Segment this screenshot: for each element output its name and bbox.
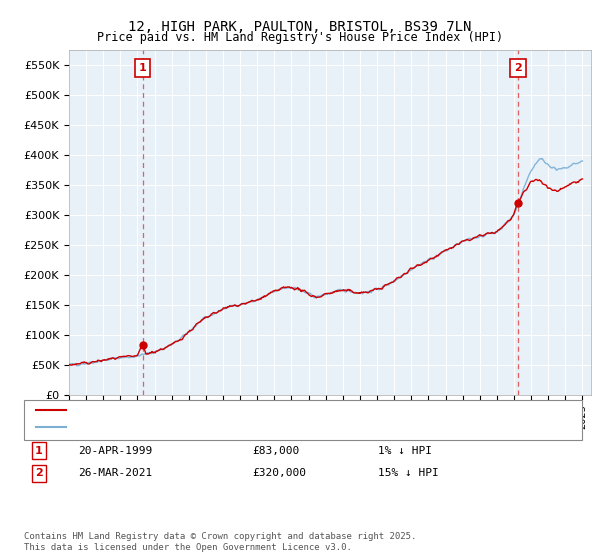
Text: 1% ↓ HPI: 1% ↓ HPI <box>378 446 432 456</box>
Text: 15% ↓ HPI: 15% ↓ HPI <box>378 468 439 478</box>
Text: 2: 2 <box>514 63 522 73</box>
Text: Price paid vs. HM Land Registry's House Price Index (HPI): Price paid vs. HM Land Registry's House … <box>97 31 503 44</box>
Text: 1: 1 <box>35 446 43 456</box>
Text: 12, HIGH PARK, PAULTON, BRISTOL, BS39 7LN: 12, HIGH PARK, PAULTON, BRISTOL, BS39 7L… <box>128 20 472 34</box>
Text: 12, HIGH PARK, PAULTON, BRISTOL, BS39 7LN (semi-detached house): 12, HIGH PARK, PAULTON, BRISTOL, BS39 7L… <box>72 405 442 416</box>
Text: Contains HM Land Registry data © Crown copyright and database right 2025.
This d: Contains HM Land Registry data © Crown c… <box>24 532 416 552</box>
Text: £83,000: £83,000 <box>252 446 299 456</box>
Text: HPI: Average price, semi-detached house, Bath and North East Somerset: HPI: Average price, semi-detached house,… <box>72 422 478 432</box>
Text: 20-APR-1999: 20-APR-1999 <box>78 446 152 456</box>
Text: 1: 1 <box>139 63 146 73</box>
Text: 26-MAR-2021: 26-MAR-2021 <box>78 468 152 478</box>
Text: 2: 2 <box>35 468 43 478</box>
Text: £320,000: £320,000 <box>252 468 306 478</box>
